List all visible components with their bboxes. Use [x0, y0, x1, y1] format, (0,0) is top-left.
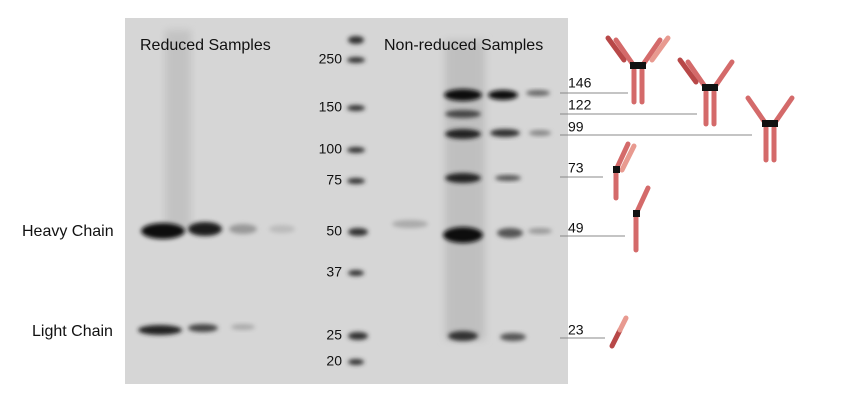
marker-label: 250: [319, 51, 343, 67]
band-label: 122: [568, 97, 592, 113]
band-label: 146: [568, 75, 592, 91]
band-label: 73: [568, 160, 584, 176]
marker-label: 20: [326, 353, 342, 369]
marker-label: 25: [326, 327, 342, 343]
heavy-chain-label: Heavy Chain: [22, 223, 114, 240]
nonreduced-label: Non-reduced Samples: [384, 37, 543, 54]
band-label: 23: [568, 322, 584, 338]
band-label: 99: [568, 119, 584, 135]
marker-label: 75: [326, 172, 342, 188]
band-label: 49: [568, 220, 584, 236]
marker-label: 50: [326, 223, 342, 239]
gel: [125, 18, 568, 384]
marker-label: 37: [326, 264, 342, 280]
marker-label: 150: [319, 99, 343, 115]
marker-label: 100: [319, 141, 343, 157]
reduced-label: Reduced Samples: [140, 37, 271, 54]
light-chain-label: Light Chain: [32, 323, 113, 340]
leader-lines: [560, 92, 752, 339]
antibody-icons: [605, 35, 795, 349]
gel-bands: [138, 30, 552, 365]
